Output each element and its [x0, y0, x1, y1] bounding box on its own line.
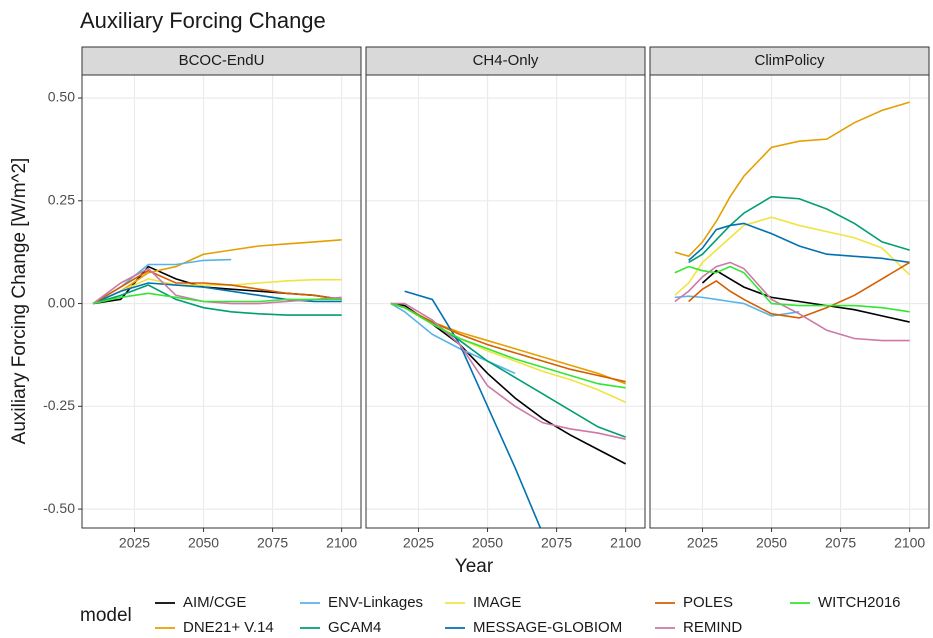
- strip: [365, 46, 646, 76]
- x-tick-label: 2100: [894, 535, 925, 551]
- series-line: [688, 261, 911, 319]
- legend-label: DNE21+ V.14: [183, 619, 274, 636]
- x-axis-label: Year: [455, 556, 494, 577]
- series-line: [92, 292, 342, 305]
- legend-label: GCAM4: [328, 619, 381, 636]
- legend-label: AIM/CGE: [183, 594, 246, 611]
- x-tick-label: 2100: [326, 535, 357, 551]
- strip: [649, 46, 930, 76]
- panel-border: [81, 74, 362, 529]
- panel: ClimPolicy 2025 2050 2075 2100: [649, 46, 930, 551]
- legend-label: MESSAGE-GLOBIOM: [473, 619, 622, 636]
- series-line: [92, 267, 342, 305]
- series-line: [674, 216, 911, 296]
- x-tick-label: 2050: [472, 535, 503, 551]
- panel: CH4-Only 2025 2050 2075 2100: [365, 46, 646, 551]
- x-tick-label: 2075: [541, 535, 572, 551]
- panel-background: [366, 75, 645, 528]
- y-tick-label: 0.25: [48, 191, 75, 207]
- legend-label: POLES: [683, 594, 733, 611]
- legend-label: REMIND: [683, 619, 742, 636]
- series-line: [688, 222, 910, 264]
- series-line: [390, 302, 626, 440]
- y-tick-label: -0.25: [43, 397, 75, 413]
- series-line: [674, 265, 910, 313]
- series-line: [92, 239, 342, 305]
- legend-title: model: [80, 605, 132, 626]
- x-tick-label: 2025: [687, 535, 718, 551]
- series-line: [688, 195, 910, 264]
- legend-label: ENV-Linkages: [328, 594, 423, 611]
- x-tick-label: 2075: [825, 535, 856, 551]
- strip-label: CH4-Only: [473, 52, 539, 69]
- legend-label: WITCH2016: [818, 594, 901, 611]
- chart-title: Auxiliary Forcing Change: [80, 8, 326, 33]
- series-line: [674, 101, 910, 258]
- strip: [81, 46, 362, 76]
- y-tick-label: -0.50: [43, 500, 75, 516]
- series-line: [674, 295, 800, 317]
- series-line: [390, 302, 626, 383]
- y-tick-label: 0.00: [48, 294, 75, 310]
- series-line: [390, 302, 626, 389]
- x-tick-label: 2050: [188, 535, 219, 551]
- strip-label: BCOC-EndU: [179, 52, 265, 69]
- x-tick-label: 2075: [257, 535, 288, 551]
- panel-border: [649, 74, 930, 529]
- x-tick-label: 2100: [610, 535, 641, 551]
- y-axis-label: Auxiliary Forcing Change [W/m^2]: [9, 158, 30, 445]
- panel: BCOC-EndU -0.50 -0.25 0.00 0.25 0.50 2025 2050 2…: [43, 46, 362, 551]
- series-line: [674, 261, 910, 342]
- x-tick-label: 2025: [119, 535, 150, 551]
- series-line: [404, 290, 542, 528]
- x-tick-label: 2025: [403, 535, 434, 551]
- series-line: [701, 269, 910, 323]
- y-tick-label: 0.50: [48, 89, 75, 105]
- series-line: [92, 269, 342, 305]
- series-line: [92, 278, 342, 305]
- series-line: [92, 284, 342, 316]
- legend-label: IMAGE: [473, 594, 521, 611]
- panel-border: [365, 74, 646, 529]
- strip-label: ClimPolicy: [754, 52, 825, 69]
- panel-background: [650, 75, 929, 528]
- x-tick-label: 2050: [756, 535, 787, 551]
